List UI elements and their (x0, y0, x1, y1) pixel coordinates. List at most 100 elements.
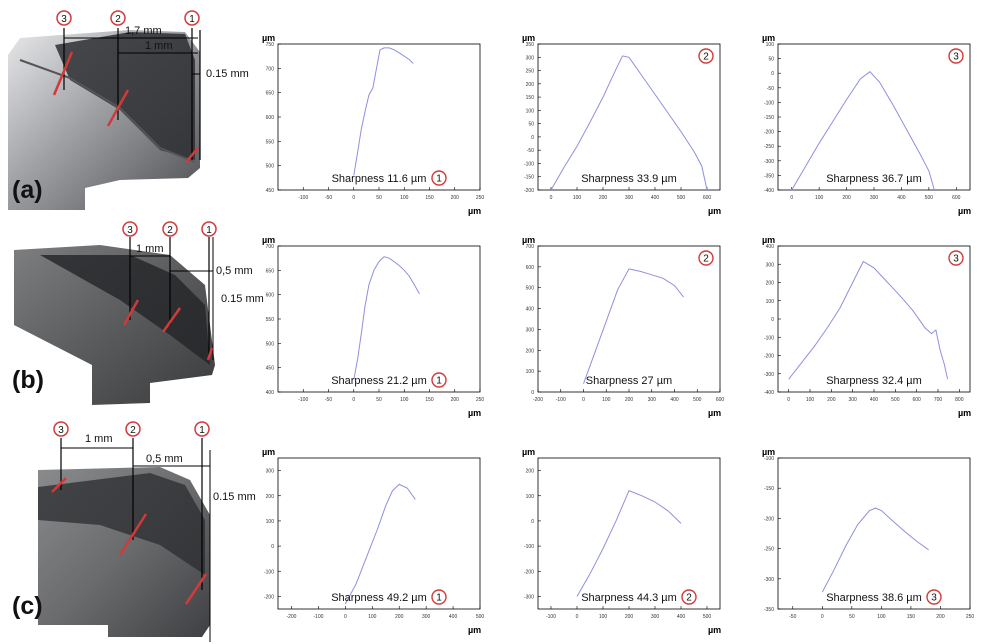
x-tick-label: -100 (313, 614, 323, 620)
y-tick-label: 600 (526, 265, 535, 271)
profile-chart-a2: µm µm -200 -150 -100 -50 0 50 100 150 200 250 300 350… (500, 30, 730, 220)
x-tick-label: 300 (422, 614, 431, 620)
chart-svg-a3: µm µm -400 -350 -300 -250 -200 -150 -100 -50 0 50 10… (762, 33, 971, 216)
y-tick-label: 450 (266, 188, 275, 194)
position-marker-label: 2 (686, 593, 692, 604)
position-marker-label: 3 (931, 593, 937, 604)
plot-frame (277, 245, 481, 393)
x-tick-label: -100 (556, 397, 566, 403)
y-tick-label: 650 (266, 268, 275, 274)
x-unit-label: µm (468, 625, 481, 635)
y-tick-label: -300 (524, 594, 534, 600)
x-unit-label: µm (708, 408, 721, 418)
x-tick-label: 500 (925, 195, 934, 201)
y-tick-label: 400 (526, 307, 535, 313)
y-unit-label: µm (762, 235, 775, 245)
x-tick-label: 150 (425, 397, 434, 403)
x-tick-label: 600 (952, 195, 961, 201)
y-tick-label: 0 (271, 544, 274, 550)
x-tick-label: 0 (582, 397, 585, 403)
x-tick-label: 600 (703, 195, 712, 201)
profile-line-b3 (788, 260, 949, 380)
y-unit-label: µm (262, 235, 275, 245)
chart-svg-b1: µm µm 400 450 500 550 600 650 700 -100 -50 0 50 100 15… (262, 235, 485, 418)
x-tick-label: 0 (790, 195, 793, 201)
y-tick-label: 250 (526, 69, 535, 75)
chart-svg-c2: µm µm -300 -200 -100 0 100 200 -100 0 100 200 300 400… (522, 447, 721, 635)
y-tick-label: 100 (526, 108, 535, 114)
y-unit-label: µm (762, 447, 775, 457)
tool-photo-b (0, 215, 250, 415)
y-unit-label: µm (522, 447, 535, 457)
position-marker-label: 3 (953, 52, 959, 63)
position-marker-label: 1 (436, 376, 442, 387)
y-tick-label: -300 (764, 372, 774, 378)
y-tick-label: 300 (266, 469, 275, 475)
y-tick-label: 100 (526, 369, 535, 375)
plot-frame (537, 43, 721, 191)
plot-frame (537, 457, 721, 610)
x-tick-label: 0 (344, 614, 347, 620)
x-tick-label: 500 (677, 195, 686, 201)
y-tick-label: -200 (524, 188, 534, 194)
x-tick-label: 200 (936, 614, 945, 620)
y-tick-label: 150 (526, 95, 535, 101)
x-unit-label: µm (468, 206, 481, 216)
x-tick-label: 200 (625, 397, 634, 403)
position-marker-label: 2 (703, 254, 709, 265)
x-tick-label: 250 (476, 397, 485, 403)
y-tick-label: 0 (771, 317, 774, 323)
y-tick-label: 650 (266, 91, 275, 97)
profile-chart-b1: µm µm 400 450 500 550 600 650 700 -100 -50 0 50 100 15… (240, 232, 490, 422)
y-tick-label: 400 (766, 244, 775, 250)
profile-line-a3 (791, 71, 935, 191)
y-tick-label: 600 (266, 115, 275, 121)
x-tick-label: 100 (400, 397, 409, 403)
x-unit-label: µm (958, 206, 971, 216)
x-unit-label: µm (708, 625, 721, 635)
x-tick-label: 150 (907, 614, 916, 620)
profile-chart-c2: µm µm -300 -200 -100 0 100 200 -100 0 100 200 300 400… (500, 444, 730, 639)
y-tick-label: 0 (531, 135, 534, 141)
y-tick-label: -100 (524, 161, 534, 167)
sharpness-label: Sharpness 38.6 µm (826, 592, 922, 604)
y-tick-label: 750 (266, 42, 275, 48)
y-tick-label: 700 (526, 244, 535, 250)
plot-frame (777, 43, 971, 191)
profile-chart-b3: µm µm -400 -300 -200 -100 0 100 200 300 400 0 100 200… (740, 232, 980, 422)
x-tick-label: 500 (693, 397, 702, 403)
x-tick-label: 100 (573, 195, 582, 201)
sharpness-label: Sharpness 21.2 µm (331, 375, 427, 387)
y-tick-label: 200 (266, 494, 275, 500)
x-tick-label: 300 (870, 195, 879, 201)
x-tick-label: 250 (966, 614, 975, 620)
x-tick-label: 700 (934, 397, 943, 403)
x-tick-label: 200 (599, 195, 608, 201)
y-tick-label: 50 (528, 122, 534, 128)
y-tick-label: 100 (266, 519, 275, 525)
row-label-b: (b) (12, 366, 44, 394)
profile-line-c2 (576, 490, 682, 597)
y-unit-label: µm (762, 33, 775, 43)
x-tick-label: 0 (576, 614, 579, 620)
x-tick-label: 0 (550, 195, 553, 201)
x-tick-label: 600 (912, 397, 921, 403)
sharpness-label: Sharpness 27 µm (586, 375, 672, 387)
profile-chart-a1: µm µm 450 500 550 600 650 700 750 -100 -50 0 50 100 15… (240, 30, 490, 220)
profile-line-c3 (821, 507, 929, 593)
sharpness-label: Sharpness 11.6 µm (332, 173, 427, 185)
y-tick-label: 0 (531, 519, 534, 525)
x-tick-label: -200 (286, 614, 296, 620)
x-tick-label: 50 (849, 614, 855, 620)
y-unit-label: µm (262, 447, 275, 457)
position-marker (431, 170, 447, 186)
sharpness-label: Sharpness 33.9 µm (581, 173, 677, 185)
x-unit-label: µm (958, 408, 971, 418)
y-tick-label: -50 (527, 148, 534, 154)
chart-svg-a2: µm µm -200 -150 -100 -50 0 50 100 150 200 250 300 350… (522, 33, 721, 216)
x-tick-label: 250 (476, 195, 485, 201)
y-tick-label: 600 (266, 293, 275, 299)
y-tick-label: -100 (764, 335, 774, 341)
y-tick-label: -100 (524, 544, 534, 550)
y-tick-label: -400 (764, 188, 774, 194)
